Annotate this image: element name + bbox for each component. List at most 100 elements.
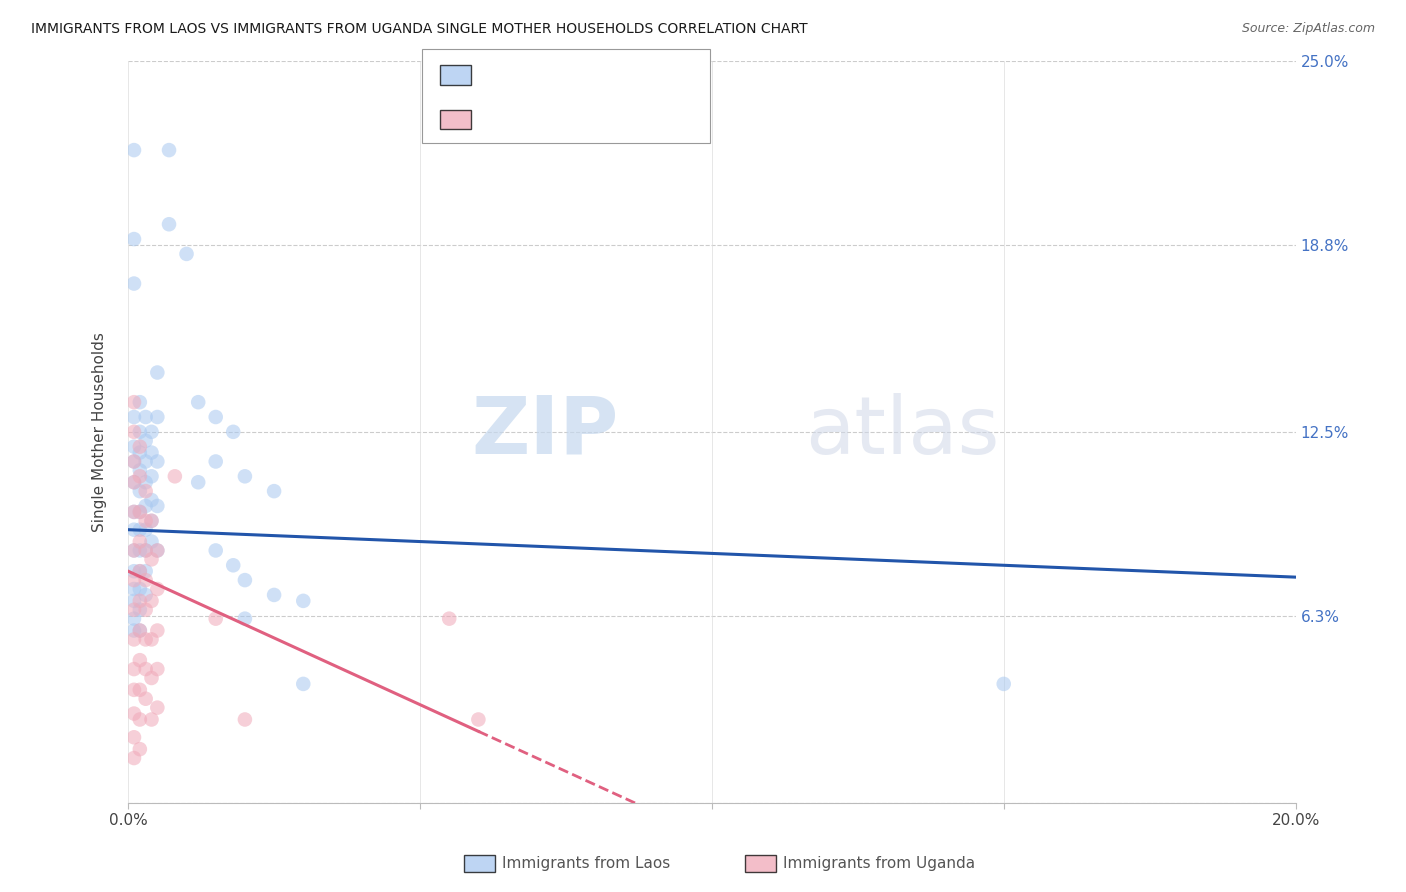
Point xyxy=(146,543,169,558)
Point xyxy=(128,445,150,459)
Point xyxy=(204,543,226,558)
Text: 65: 65 xyxy=(620,68,640,83)
Point xyxy=(993,677,1015,691)
Point xyxy=(122,277,145,291)
Point xyxy=(263,484,285,499)
Point xyxy=(135,573,157,587)
Point xyxy=(141,445,163,459)
Point xyxy=(128,624,150,638)
Text: R =: R = xyxy=(479,112,510,128)
Point xyxy=(146,543,169,558)
Point xyxy=(128,742,150,756)
Text: N =: N = xyxy=(583,68,616,83)
Point xyxy=(187,475,209,490)
Text: atlas: atlas xyxy=(806,392,1000,471)
Point xyxy=(122,731,145,745)
Point xyxy=(128,603,150,617)
Point xyxy=(128,534,150,549)
Point xyxy=(122,454,145,468)
Point xyxy=(122,475,145,490)
Point xyxy=(233,573,256,587)
Point xyxy=(122,751,145,765)
Point xyxy=(146,582,169,596)
Point xyxy=(141,671,163,685)
Point xyxy=(163,469,186,483)
Point xyxy=(141,493,163,508)
Point xyxy=(122,143,145,157)
Point xyxy=(135,484,157,499)
Point xyxy=(122,582,145,596)
Point xyxy=(122,543,145,558)
Point xyxy=(122,594,145,608)
Point xyxy=(135,409,157,424)
Point xyxy=(122,603,145,617)
Point xyxy=(141,632,163,647)
Point xyxy=(233,713,256,727)
Point xyxy=(135,475,157,490)
Text: Source: ZipAtlas.com: Source: ZipAtlas.com xyxy=(1241,22,1375,36)
Point xyxy=(135,564,157,578)
Point xyxy=(128,564,150,578)
Point xyxy=(141,514,163,528)
Point xyxy=(233,612,256,626)
Point xyxy=(128,713,150,727)
Point xyxy=(122,523,145,537)
Point xyxy=(146,366,169,380)
Text: ZIP: ZIP xyxy=(471,392,619,471)
Text: Immigrants from Laos: Immigrants from Laos xyxy=(502,856,671,871)
Point xyxy=(141,514,163,528)
Point xyxy=(122,624,145,638)
Point xyxy=(157,143,180,157)
Point xyxy=(467,713,489,727)
Text: 49: 49 xyxy=(620,112,640,128)
Point xyxy=(146,624,169,638)
Point xyxy=(122,440,145,454)
Point xyxy=(122,409,145,424)
Point xyxy=(176,247,198,261)
Point xyxy=(128,582,150,596)
Text: R =: R = xyxy=(479,68,510,83)
Point xyxy=(146,409,169,424)
Point xyxy=(122,425,145,439)
Point xyxy=(122,706,145,721)
Point xyxy=(135,543,157,558)
Point xyxy=(128,425,150,439)
Point xyxy=(128,505,150,519)
Point xyxy=(122,454,145,468)
Point xyxy=(128,682,150,697)
Point xyxy=(135,543,157,558)
Point xyxy=(135,632,157,647)
Point xyxy=(122,505,145,519)
Point xyxy=(204,454,226,468)
Point xyxy=(122,543,145,558)
Point xyxy=(135,603,157,617)
Point xyxy=(128,594,150,608)
Point xyxy=(292,677,315,691)
Point xyxy=(233,469,256,483)
Point xyxy=(135,454,157,468)
Point xyxy=(222,425,245,439)
Point xyxy=(135,523,157,537)
Point xyxy=(135,499,157,513)
Point xyxy=(128,469,150,483)
Point xyxy=(141,469,163,483)
Point xyxy=(146,700,169,714)
Text: -0.055: -0.055 xyxy=(519,68,571,83)
Point xyxy=(141,713,163,727)
Point xyxy=(128,653,150,667)
Point xyxy=(222,558,245,573)
Point xyxy=(128,484,150,499)
Point xyxy=(128,440,150,454)
Text: IMMIGRANTS FROM LAOS VS IMMIGRANTS FROM UGANDA SINGLE MOTHER HOUSEHOLDS CORRELAT: IMMIGRANTS FROM LAOS VS IMMIGRANTS FROM … xyxy=(31,22,807,37)
Point xyxy=(135,434,157,448)
Text: Immigrants from Uganda: Immigrants from Uganda xyxy=(783,856,976,871)
Point xyxy=(122,682,145,697)
Point xyxy=(292,594,315,608)
Point xyxy=(135,691,157,706)
Point xyxy=(135,588,157,602)
Point xyxy=(146,662,169,676)
Point xyxy=(141,552,163,566)
Point xyxy=(122,232,145,246)
Point xyxy=(141,425,163,439)
Point xyxy=(128,624,150,638)
